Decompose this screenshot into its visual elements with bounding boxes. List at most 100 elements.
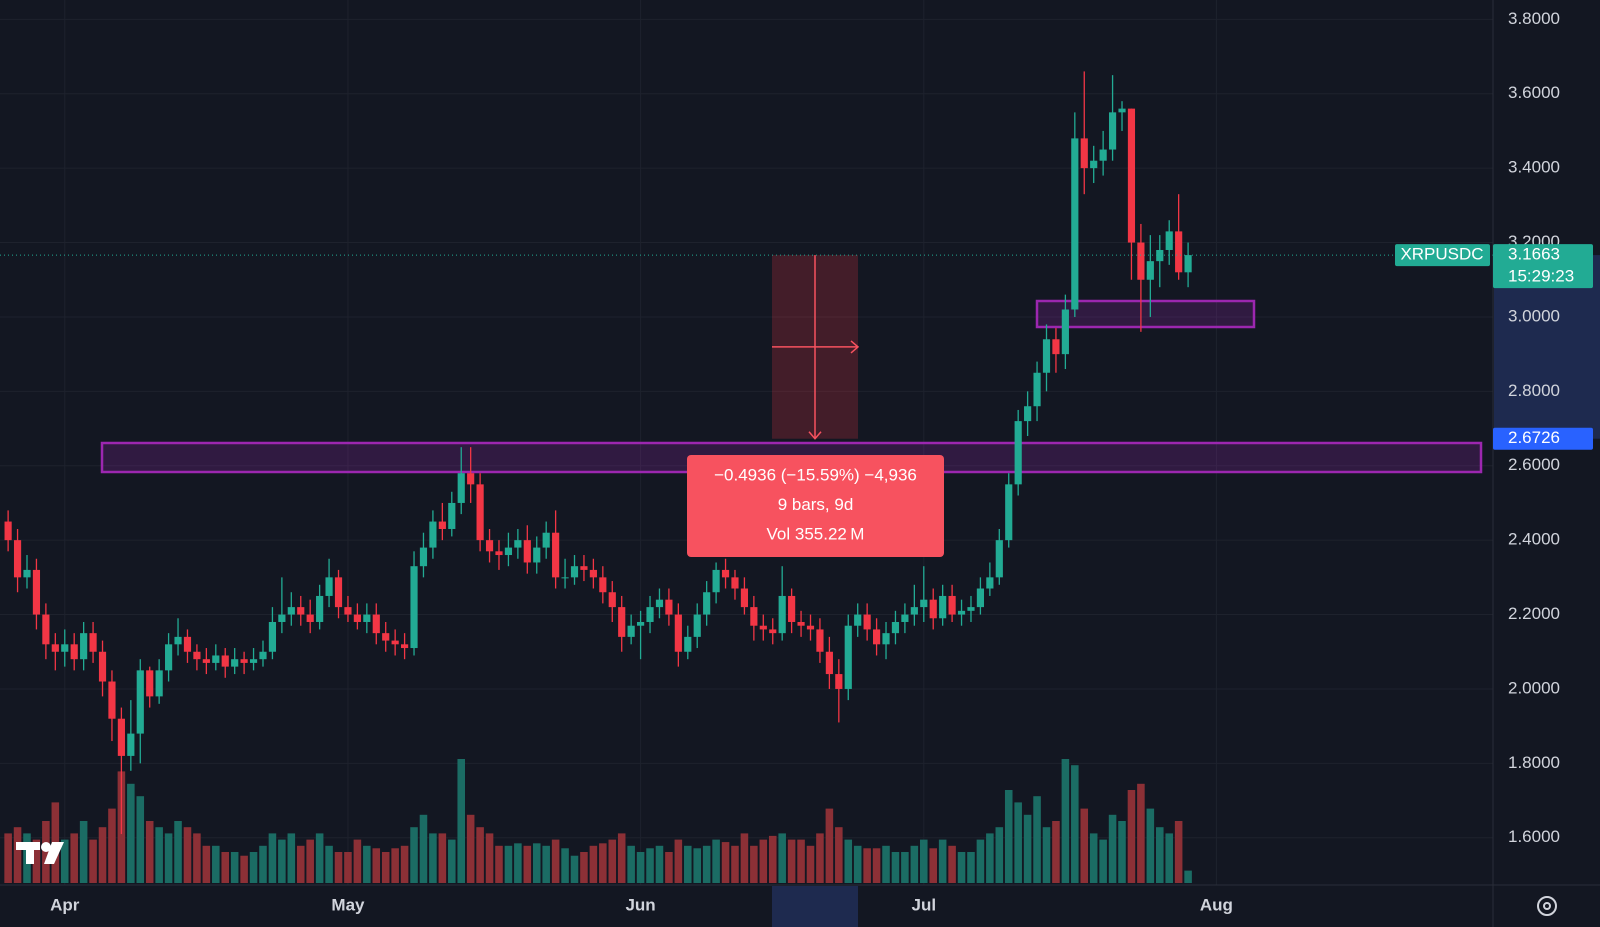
volume-bar — [901, 852, 909, 883]
candle-body — [344, 607, 352, 615]
candle-body — [920, 599, 928, 608]
volume-bar — [514, 843, 522, 883]
y-tick-label: 3.0000 — [1508, 306, 1560, 325]
candle-body — [438, 521, 446, 529]
volume-bar — [79, 821, 88, 883]
candle-body — [825, 651, 833, 675]
candle-body — [353, 614, 361, 622]
volume-bar — [457, 759, 466, 883]
settings-icon[interactable] — [1537, 896, 1557, 916]
candle-body — [259, 651, 267, 660]
volume-bar — [419, 814, 428, 883]
y-tick-label: 2.8000 — [1508, 381, 1560, 400]
volume-bar — [504, 845, 513, 883]
volume-bar — [712, 839, 720, 883]
candle-body — [485, 540, 494, 552]
volume-bar — [561, 848, 569, 883]
x-tick-label: Apr — [50, 895, 80, 914]
volume-bar — [60, 839, 69, 883]
countdown-label: 15:29:23 — [1508, 267, 1574, 286]
volume-bar — [1108, 814, 1117, 883]
x-tick-label: Aug — [1200, 895, 1233, 914]
volume-bar — [1014, 802, 1022, 883]
volume-bar — [136, 796, 145, 883]
x-tick-label: Jun — [625, 895, 655, 914]
y-tick-label: 3.6000 — [1508, 83, 1560, 102]
candle-body — [504, 547, 513, 556]
volume-bar — [759, 839, 768, 883]
volume-bar — [1080, 808, 1089, 883]
volume-bar — [315, 833, 324, 883]
candle-body — [221, 655, 229, 667]
candle-body — [910, 607, 918, 615]
volume-bar — [89, 839, 97, 883]
candle-body — [306, 614, 314, 622]
candle-body — [618, 607, 626, 637]
candle-body — [1052, 339, 1060, 355]
candle-body — [316, 595, 324, 622]
candle-body — [1024, 406, 1032, 422]
volume-bar — [145, 821, 154, 883]
candle-body — [948, 595, 956, 615]
y-tick-label: 2.2000 — [1508, 604, 1560, 623]
candle-body — [382, 633, 390, 641]
volume-bar — [13, 827, 22, 883]
candle-body — [599, 577, 607, 593]
volume-bar — [1184, 870, 1192, 883]
tooltip-line: Vol 355.22 M — [767, 524, 865, 543]
volume-bar — [646, 848, 654, 883]
symbol-label: XRPUSDC — [1400, 245, 1483, 264]
volume-bar — [835, 827, 843, 883]
candle-body — [1099, 149, 1107, 161]
candle-body — [1005, 484, 1013, 541]
measure-tool — [772, 255, 860, 440]
volume-bar — [325, 845, 333, 883]
candle-body — [98, 651, 107, 682]
candle-body — [1156, 249, 1164, 262]
tooltip-line: 9 bars, 9d — [778, 495, 854, 514]
y-tick-label: 2.6000 — [1508, 455, 1560, 474]
candle-body — [759, 625, 767, 630]
volume-bar — [825, 808, 834, 883]
tooltip-box — [687, 455, 944, 557]
gear-ring[interactable] — [1537, 896, 1557, 916]
volume-bar — [164, 833, 173, 883]
candle-body — [1184, 255, 1192, 273]
y-tick-label: 2.4000 — [1508, 530, 1560, 549]
candle-body — [363, 614, 371, 622]
candle-body — [1118, 108, 1126, 113]
candle-body — [939, 595, 947, 619]
candle-body — [523, 540, 531, 563]
candle-body — [391, 640, 399, 645]
gear-core[interactable] — [1543, 902, 1551, 910]
volume-bar — [278, 839, 286, 883]
candle-body — [127, 733, 135, 756]
candle-body — [136, 670, 144, 734]
volume-bar — [1155, 827, 1164, 883]
volume-bar — [655, 845, 664, 883]
candle-body — [891, 621, 900, 634]
volume-bar — [363, 845, 371, 883]
zone-box[interactable] — [1035, 299, 1256, 329]
candle-body — [844, 625, 852, 689]
candle-body — [627, 625, 635, 637]
candle-body — [608, 592, 616, 608]
candle-body — [929, 599, 937, 619]
volume-bar — [910, 845, 919, 883]
volume-bar — [259, 845, 267, 883]
volume-bar — [1174, 821, 1183, 883]
candle-body — [146, 670, 154, 697]
volume-bar — [287, 833, 296, 883]
candle-body — [89, 633, 97, 652]
candle-body — [561, 577, 569, 579]
candle-body — [165, 644, 173, 671]
x-tick-label: Jul — [911, 895, 936, 914]
volume-bar — [42, 821, 50, 883]
tooltip-line: −0.4936 (−15.59%) −4,936 — [714, 465, 917, 484]
candle-body — [410, 566, 418, 649]
volume-bar — [844, 839, 853, 883]
candle-body — [721, 569, 730, 578]
candle-body — [552, 532, 560, 578]
candle-body — [117, 718, 125, 756]
volume-bar — [589, 845, 598, 883]
